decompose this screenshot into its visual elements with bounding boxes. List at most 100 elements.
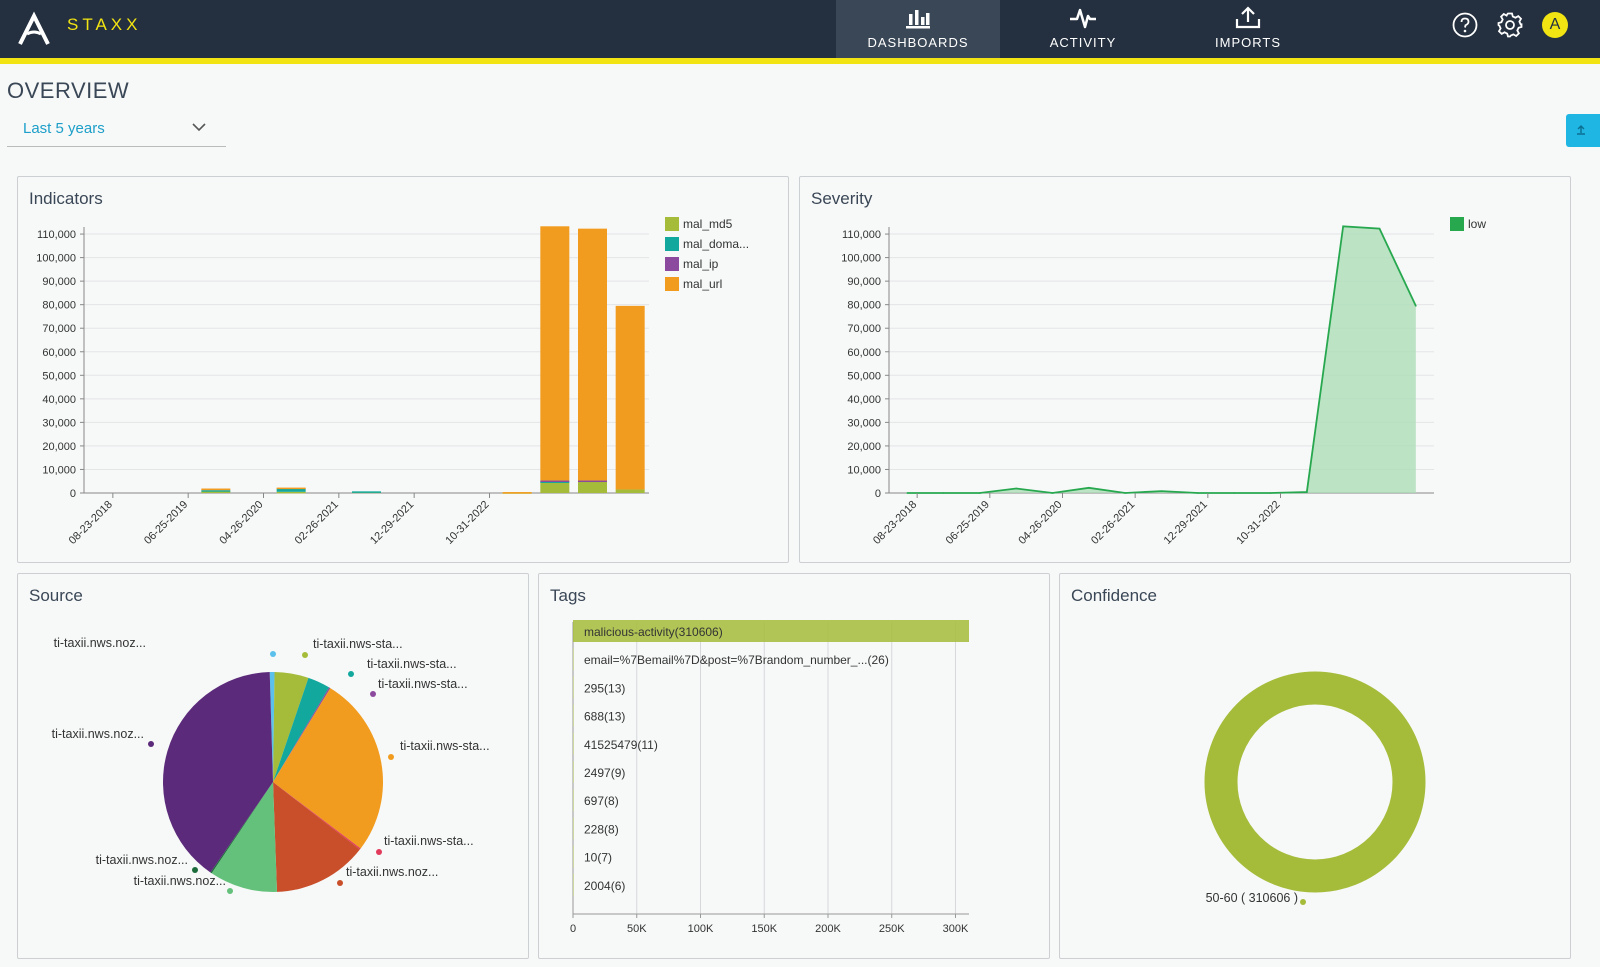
header-accent-line <box>0 58 1600 64</box>
tags-bar-chart: malicious-activity(310606) email=%7Bemail… <box>570 620 969 935</box>
data-point <box>1378 227 1381 230</box>
tags-panel: Tags malicious-activity(310606) email=%7B… <box>538 573 1050 959</box>
time-range-value: Last 5 years <box>23 120 105 137</box>
nav-tab-label: ACTIVITY <box>1049 35 1117 50</box>
bar-segment-mal_domain <box>540 481 570 483</box>
tag-label: 228(8) <box>584 822 619 836</box>
confidence-panel: Confidence 50-60 ( 310606 ) <box>1059 573 1571 959</box>
y-tick-label: 30,000 <box>42 417 76 429</box>
x-tick-label: 04-26-2020 <box>217 499 265 547</box>
bar-segment-mal_url <box>201 488 231 491</box>
pie-slice-label: ti-taxii.nws.noz... <box>96 853 188 867</box>
pie-slice <box>273 782 361 850</box>
y-tick-label: 100,000 <box>36 253 76 265</box>
y-tick-label: 60,000 <box>847 347 881 359</box>
export-button[interactable] <box>1566 114 1600 147</box>
y-tick-label: 30,000 <box>847 417 881 429</box>
y-tick-label: 80,000 <box>847 300 881 312</box>
x-tick-label: 06-25-2019 <box>142 499 190 547</box>
pie-slice-label: ti-taxii.nws-sta... <box>378 677 468 691</box>
tag-bar <box>573 761 574 783</box>
pie-slice-label: ti-taxii.nws.noz... <box>346 865 438 879</box>
source-pie-chart: ti-taxii.nws.noz... ti-taxii.nws-sta... ti… <box>52 636 490 894</box>
pie-slice-label: ti-taxii.nws-sta... <box>367 657 457 671</box>
bar-segment-mal_md <box>577 481 608 493</box>
nav-tab-activity[interactable]: ACTIVITY <box>1001 0 1165 58</box>
user-avatar[interactable]: A <box>1542 12 1568 38</box>
y-tick-label: 50,000 <box>42 370 76 382</box>
data-point <box>1342 225 1344 228</box>
tag-bar <box>573 873 574 896</box>
x-tick-label: 02-26-2021 <box>1089 499 1137 547</box>
donut-ring <box>1204 671 1426 893</box>
gear-icon[interactable] <box>1497 12 1523 38</box>
tag-bar <box>573 620 969 642</box>
y-tick-label: 20,000 <box>42 441 76 453</box>
tag-label: 697(8) <box>584 794 619 808</box>
legend-swatch <box>665 257 679 271</box>
bar-segment-mal_md <box>615 489 645 493</box>
y-tick-label: 10,000 <box>847 464 881 476</box>
y-tick-label: 40,000 <box>847 394 881 406</box>
y-tick-label: 70,000 <box>847 323 881 335</box>
legend-swatch <box>665 237 679 251</box>
label-dot <box>348 671 354 677</box>
x-tick-label: 0 <box>570 923 576 935</box>
tag-bar <box>573 845 574 868</box>
data-point <box>942 492 945 494</box>
bar-segment-mal_url <box>540 226 570 481</box>
y-tick-label: 90,000 <box>847 276 881 288</box>
bar-segment-mal_md <box>201 491 231 493</box>
pie-slice <box>269 672 275 782</box>
x-tick-label: 02-26-2021 <box>293 499 341 547</box>
tag-label: 10(7) <box>584 851 612 865</box>
x-tick-label: 50K <box>627 923 647 935</box>
chevron-down-icon <box>192 123 206 132</box>
brand-name: STAXX <box>67 15 142 34</box>
label-dot <box>270 651 276 657</box>
data-point <box>1051 492 1054 494</box>
y-tick-label: 60,000 <box>42 347 76 359</box>
nav-tab-imports[interactable]: IMPORTS <box>1166 0 1330 58</box>
tag-bar <box>573 732 574 755</box>
bar-chart-icon <box>906 10 930 29</box>
label-dot <box>302 652 308 658</box>
help-icon[interactable] <box>1452 12 1478 38</box>
x-tick-label: 08-23-2018 <box>67 499 115 547</box>
label-dot <box>148 741 154 747</box>
tag-label: 41525479(11) <box>584 738 658 752</box>
area-fill-low <box>907 226 1416 493</box>
bar-segment-mal_url <box>577 228 608 481</box>
pie-slice <box>211 782 277 892</box>
label-dot <box>1300 899 1306 905</box>
pie-slice-label: ti-taxii.nws.noz... <box>52 727 144 741</box>
x-tick-label: 04-26-2020 <box>1016 499 1064 547</box>
tag-label: 295(13) <box>584 681 625 695</box>
bar-segment-mal_ip <box>540 480 570 483</box>
panel-title: Tags <box>550 586 586 605</box>
x-tick-label: 250K <box>879 923 905 935</box>
data-point <box>1269 492 1272 494</box>
pie-slice-label: ti-taxii.nws.noz... <box>134 874 226 888</box>
tag-label: email=%7Bemail%7D&post=%7Brandom_number_… <box>584 653 889 667</box>
bar-segment-mal_url <box>615 305 645 490</box>
pulse-icon <box>1070 8 1096 29</box>
x-tick-label: 06-25-2019 <box>944 499 992 547</box>
label-dot <box>337 880 343 886</box>
label-dot <box>227 888 233 894</box>
legend-label: mal_url <box>683 277 722 291</box>
panel-title: Indicators <box>29 189 103 208</box>
data-point <box>1233 492 1235 494</box>
staxx-logo-icon[interactable] <box>16 10 52 46</box>
y-tick-label: 0 <box>70 488 76 500</box>
bar-segment-mal_url <box>502 492 532 494</box>
data-point <box>906 492 908 494</box>
pie-slice-label: ti-taxii.nws-sta... <box>384 834 474 848</box>
nav-tab-label: IMPORTS <box>1215 35 1281 50</box>
pie-slice <box>273 782 360 892</box>
data-point <box>1160 490 1163 492</box>
time-range-dropdown[interactable]: Last 5 years <box>7 113 226 147</box>
tag-bar <box>573 676 574 699</box>
nav-tab-dashboards[interactable]: DASHBOARDS <box>836 0 1000 58</box>
tag-bar <box>573 648 574 671</box>
